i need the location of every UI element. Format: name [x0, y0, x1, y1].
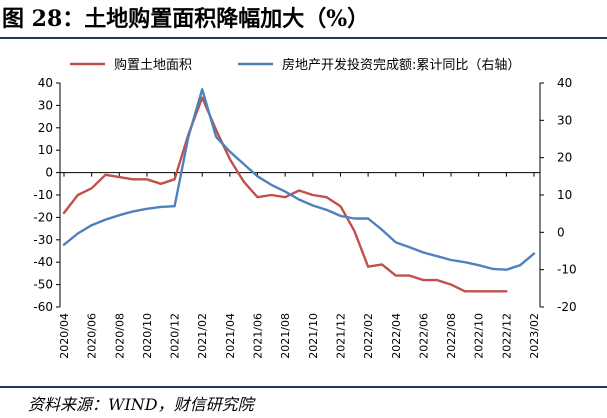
x-tick-label: 2022/12 — [500, 313, 513, 359]
y-left-tick-label: -10 — [33, 188, 53, 202]
x-tick-label: 2022/10 — [473, 313, 486, 359]
y-right-tick-label: 40 — [557, 76, 572, 90]
x-tick-label: 2021/12 — [334, 313, 347, 359]
y-left-tick-label: -50 — [33, 278, 53, 292]
footer-divider — [0, 386, 607, 388]
y-right-tick-label: 30 — [557, 113, 572, 127]
x-tick-label: 2021/02 — [196, 313, 209, 359]
x-axis-ticks: 2020/04 2020/06 2020/08 2020/10 2020/12 2021/… — [58, 172, 541, 359]
source-note: 资料来源：WIND，财信研究院 — [28, 395, 254, 414]
x-tick-label: 2020/06 — [86, 313, 99, 359]
y-left-tick-label: -30 — [33, 233, 53, 247]
x-tick-label: 2022/06 — [417, 313, 430, 359]
series-line-real-estate-investment — [62, 88, 536, 271]
y-left-tick-label: -20 — [33, 210, 53, 224]
x-tick-label: 2022/04 — [390, 313, 403, 359]
y-right-tick-label: 10 — [557, 188, 572, 202]
x-tick-label: 2021/04 — [224, 313, 237, 359]
y-left-tick-label: 0 — [45, 166, 53, 180]
series-layer — [62, 88, 536, 293]
x-tick-label: 2021/10 — [307, 313, 320, 359]
chart-title: 图 28：土地购置面积降幅加大（%） — [2, 6, 370, 32]
y-axis-right-ticks: 40 30 20 10 0 -10 -20 — [540, 76, 577, 314]
x-tick-label: 2020/10 — [141, 313, 154, 359]
y-right-tick-label: 20 — [557, 151, 572, 165]
x-tick-label: 2022/02 — [362, 313, 375, 359]
x-tick-label: 2021/06 — [252, 313, 265, 359]
legend-label-land: 购置土地面积 — [114, 57, 192, 73]
y-right-tick-label: -10 — [557, 263, 577, 277]
y-right-tick-label: -20 — [557, 300, 577, 314]
y-left-tick-label: 20 — [38, 121, 53, 135]
x-tick-label: 2020/08 — [113, 313, 126, 359]
y-left-tick-label: 10 — [38, 143, 53, 157]
y-axis-left-ticks: 40 30 20 10 0 -10 -20 -30 -40 -50 -60 — [33, 76, 60, 314]
series-line-land-purchase-area — [62, 96, 508, 293]
x-tick-label: 2020/12 — [169, 313, 182, 359]
y-right-tick-label: 0 — [557, 225, 565, 239]
legend: 购置土地面积 房地产开发投资完成额:累计同比（右轴） — [70, 57, 520, 73]
x-tick-label: 2021/08 — [279, 313, 292, 359]
y-left-tick-label: -60 — [33, 300, 53, 314]
legend-label-investment: 房地产开发投资完成额:累计同比（右轴） — [282, 57, 520, 73]
y-left-tick-label: 30 — [38, 98, 53, 112]
x-tick-label: 2020/04 — [58, 313, 71, 359]
y-left-tick-label: 40 — [38, 76, 53, 90]
x-tick-label: 2023/02 — [528, 313, 541, 359]
y-left-tick-label: -40 — [33, 255, 53, 269]
line-chart: 购置土地面积 房地产开发投资完成额:累计同比（右轴） 40 30 20 10 0 -10 -… — [33, 57, 577, 359]
x-tick-label: 2022/08 — [445, 313, 458, 359]
title-divider — [0, 37, 607, 39]
